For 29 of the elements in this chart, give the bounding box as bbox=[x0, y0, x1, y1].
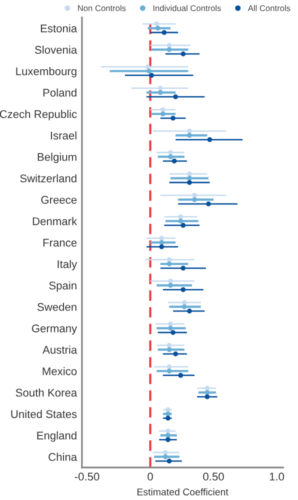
y-tick-label: Switzerland bbox=[20, 174, 76, 182]
y-tick-label: Italy bbox=[58, 260, 78, 270]
y-tick-label: Denmark bbox=[32, 217, 78, 226]
y-tick-label: Belgium bbox=[38, 152, 76, 164]
y-tick-label: Germany bbox=[32, 324, 78, 335]
y-tick-label: Luxembourg bbox=[16, 67, 76, 78]
legend-label: All Controls bbox=[248, 5, 290, 12]
x-tick-label: 0.50 bbox=[203, 472, 224, 481]
y-tick-label: Sweden bbox=[37, 302, 76, 311]
x-axis-title: Estimated Coefficient bbox=[137, 488, 228, 496]
y-tick-label: Czech Republic bbox=[0, 110, 77, 120]
legend-label: Non Controls bbox=[78, 5, 126, 12]
y-tick-label: Poland bbox=[43, 88, 76, 97]
y-tick-label: Estonia bbox=[40, 24, 78, 32]
x-tick-label: -0.50 bbox=[74, 472, 100, 481]
y-tick-label: Greece bbox=[41, 196, 77, 204]
x-tick-label: 0 bbox=[148, 472, 153, 481]
y-tick-label: Slovenia bbox=[34, 46, 78, 54]
y-tick-label: Austria bbox=[42, 346, 78, 354]
y-tick-label: Israel bbox=[50, 131, 76, 140]
y-tick-label: United States bbox=[11, 410, 77, 418]
y-tick-label: South Korea bbox=[16, 388, 78, 397]
legend-label: Individual Controls bbox=[153, 5, 221, 12]
y-tick-label: France bbox=[43, 238, 77, 247]
y-tick-label: Mexico bbox=[42, 367, 77, 376]
y-tick-label: England bbox=[37, 431, 76, 442]
x-tick-label: 1.0 bbox=[270, 472, 284, 481]
y-tick-label: Spain bbox=[49, 281, 76, 292]
y-tick-label: China bbox=[48, 452, 78, 461]
